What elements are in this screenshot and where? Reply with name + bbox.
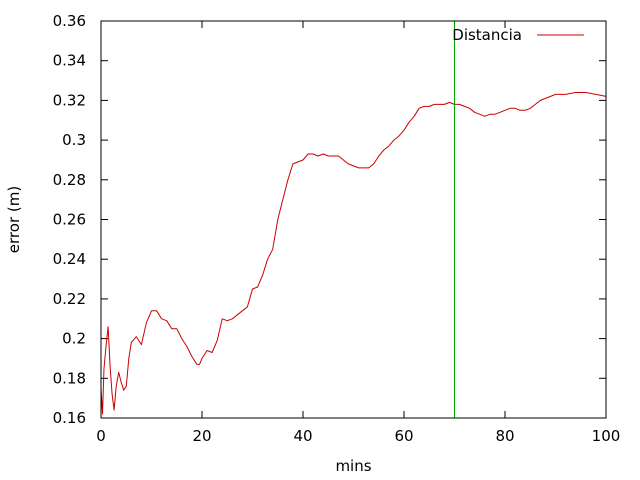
- y-tick-label: 0.28: [53, 171, 86, 189]
- y-tick-label: 0.22: [53, 290, 86, 308]
- axis-ticks: [100, 20, 607, 419]
- legend-label-distancia: Distancia: [452, 26, 522, 44]
- axis-tick-labels: 0 20 40 60 80 100 0.16 0.18 0.2 0.22 0.24 0.26 0.28 0…: [53, 12, 621, 445]
- y-tick-label: 0.16: [53, 409, 86, 427]
- y-tick-label: 0.3: [62, 131, 86, 149]
- x-tick-label: 100: [592, 427, 621, 445]
- y-tick-label: 0.2: [62, 330, 86, 348]
- y-tick-label: 0.24: [53, 250, 86, 268]
- y-tick-label: 0.34: [53, 52, 86, 70]
- series-layer: [100, 92, 607, 415]
- y-tick-label: 0.36: [53, 12, 86, 30]
- x-tick-label: 60: [394, 427, 413, 445]
- x-tick-label: 40: [293, 427, 312, 445]
- y-tick-label: 0.26: [53, 211, 86, 229]
- series-line-distancia: [100, 92, 607, 415]
- x-tick-label: 80: [495, 427, 514, 445]
- y-tick-label: 0.32: [53, 91, 86, 109]
- x-tick-label: 20: [192, 427, 211, 445]
- x-tick-label: 0: [96, 427, 106, 445]
- plot-frame: [100, 20, 607, 419]
- legend: Distancia: [452, 26, 584, 44]
- y-axis-label: error (m): [5, 186, 23, 253]
- y-tick-label: 0.18: [53, 369, 86, 387]
- x-axis-label: mins: [335, 457, 371, 475]
